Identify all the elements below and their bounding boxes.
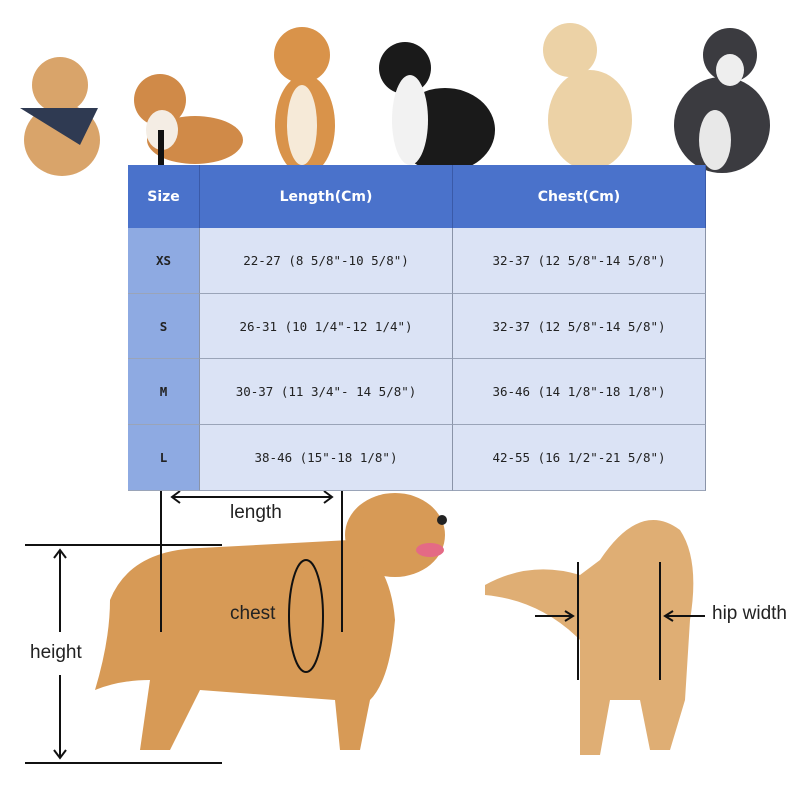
- chest-cell: 36-46 (14 1/8"-18 1/8"): [453, 359, 706, 425]
- header-length: Length(Cm): [200, 165, 453, 228]
- header-size: Size: [128, 165, 200, 228]
- chest-cell: 42-55 (16 1/2"-21 5/8"): [453, 425, 706, 491]
- height-label: height: [30, 642, 82, 663]
- length-cell: 22-27 (8 5/8"-10 5/8"): [200, 228, 453, 294]
- size-cell: S: [128, 294, 200, 359]
- hip-width-label: hip width: [712, 603, 787, 624]
- chest-cell: 32-37 (12 5/8"-14 5/8"): [453, 228, 706, 294]
- husky-image: [674, 28, 770, 173]
- length-cell: 26-31 (10 1/4"-12 1/4"): [200, 294, 453, 359]
- golden-retriever-rear-image: [485, 520, 694, 755]
- size-cell: M: [128, 359, 200, 425]
- corgi-image: [134, 74, 243, 165]
- header-chest: Chest(Cm): [453, 165, 706, 228]
- labrador-image: [543, 23, 632, 170]
- size-cell: L: [128, 425, 200, 491]
- length-cell: 30-37 (11 3/4"- 14 5/8"): [200, 359, 453, 425]
- shiba-image: [274, 27, 335, 175]
- chest-cell: 32-37 (12 5/8"-14 5/8"): [453, 294, 706, 359]
- length-label: length: [230, 502, 282, 523]
- poodle-image: [20, 57, 100, 176]
- size-cell: XS: [128, 228, 200, 294]
- chest-ellipse: [288, 559, 324, 673]
- size-chart-table: Size Length(Cm) Chest(Cm) XS 22-27 (8 5/…: [128, 165, 706, 491]
- border-collie-image: [379, 42, 495, 172]
- length-cell: 38-46 (15"-18 1/8"): [200, 425, 453, 491]
- golden-retriever-side-image: [95, 493, 447, 750]
- chest-label: chest: [230, 603, 276, 624]
